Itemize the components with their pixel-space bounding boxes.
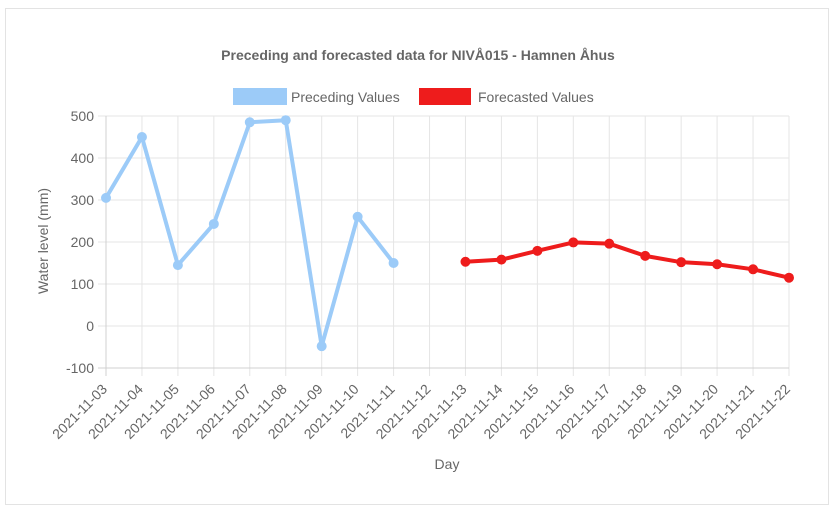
- data-point-preceding-values[interactable]: [280, 115, 291, 126]
- y-tick-label: 400: [71, 150, 95, 166]
- y-tick-label: 500: [71, 108, 95, 124]
- data-point-forecasted-values[interactable]: [748, 264, 759, 275]
- data-point-forecasted-values[interactable]: [640, 250, 651, 261]
- data-point-preceding-values[interactable]: [136, 132, 147, 142]
- data-point-forecasted-values[interactable]: [460, 256, 471, 267]
- data-point-forecasted-values[interactable]: [532, 245, 543, 256]
- data-point-forecasted-values[interactable]: [568, 237, 579, 248]
- data-point-preceding-values[interactable]: [208, 218, 219, 229]
- grid: [98, 115, 790, 376]
- y-tick-label: 300: [71, 192, 95, 208]
- data-point-forecasted-values[interactable]: [676, 257, 687, 268]
- data-point-forecasted-values[interactable]: [712, 259, 723, 270]
- data-point-forecasted-values[interactable]: [784, 272, 794, 283]
- y-tick-label: 0: [86, 318, 94, 334]
- data-point-preceding-values[interactable]: [388, 258, 399, 268]
- series-points[interactable]: [101, 115, 794, 352]
- x-axis-ticks: 2021-11-032021-11-042021-11-052021-11-06…: [49, 381, 793, 442]
- legend-label-preceding[interactable]: Preceding Values: [291, 89, 400, 105]
- data-point-preceding-values[interactable]: [172, 260, 183, 271]
- y-tick-label: 100: [71, 276, 95, 292]
- series-lines: [104, 118, 791, 349]
- y-tick-label: 200: [71, 234, 95, 250]
- series-line-forecasted-values: [463, 240, 791, 280]
- data-point-preceding-values[interactable]: [352, 211, 363, 222]
- legend-swatch-forecasted[interactable]: [419, 88, 471, 105]
- chart-title: Preceding and forecasted data for NIVÅ01…: [221, 47, 615, 63]
- data-point-preceding-values[interactable]: [244, 117, 255, 128]
- x-axis-title: Day: [435, 456, 460, 472]
- y-axis-ticks: 500 400 300 200 100 0 -100: [66, 108, 94, 376]
- data-point-forecasted-values[interactable]: [604, 238, 615, 249]
- legend-label-forecasted[interactable]: Forecasted Values: [478, 89, 594, 105]
- y-tick-label: -100: [66, 360, 94, 376]
- data-point-forecasted-values[interactable]: [496, 254, 507, 265]
- y-axis-title: Water level (mm): [35, 188, 51, 294]
- data-point-preceding-values[interactable]: [101, 192, 111, 203]
- legend-swatch-preceding[interactable]: [233, 88, 287, 105]
- data-point-preceding-values[interactable]: [316, 341, 327, 352]
- legend[interactable]: Preceding Values Forecasted Values: [233, 88, 594, 105]
